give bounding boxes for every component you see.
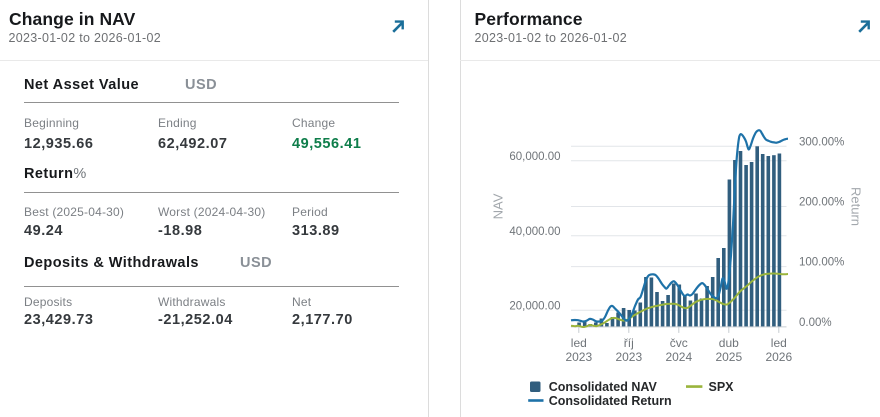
svg-text:300.00%: 300.00% <box>799 136 844 148</box>
svg-text:20,000.00: 20,000.00 <box>509 300 560 312</box>
svg-text:2024: 2024 <box>665 350 692 364</box>
svg-text:Consolidated NAV: Consolidated NAV <box>549 380 658 394</box>
svg-text:SPX: SPX <box>709 380 735 394</box>
svg-text:2023: 2023 <box>615 350 642 364</box>
svg-text:60,000.00: 60,000.00 <box>509 151 560 163</box>
svg-text:100.00%: 100.00% <box>799 257 844 269</box>
svg-text:2026: 2026 <box>765 350 792 364</box>
svg-text:led: led <box>771 336 787 350</box>
svg-text:0.00%: 0.00% <box>799 317 832 329</box>
svg-text:Return: Return <box>849 187 864 226</box>
svg-text:NAV: NAV <box>491 193 506 219</box>
svg-text:40,000.00: 40,000.00 <box>509 226 560 238</box>
svg-text:čvc: čvc <box>670 336 688 350</box>
svg-text:200.00%: 200.00% <box>799 197 844 209</box>
svg-text:Consolidated Return: Consolidated Return <box>549 394 672 408</box>
svg-text:2025: 2025 <box>715 350 742 364</box>
svg-text:2023: 2023 <box>565 350 592 364</box>
svg-text:dub: dub <box>719 336 739 350</box>
svg-text:říj: říj <box>624 336 634 350</box>
svg-text:led: led <box>571 336 587 350</box>
